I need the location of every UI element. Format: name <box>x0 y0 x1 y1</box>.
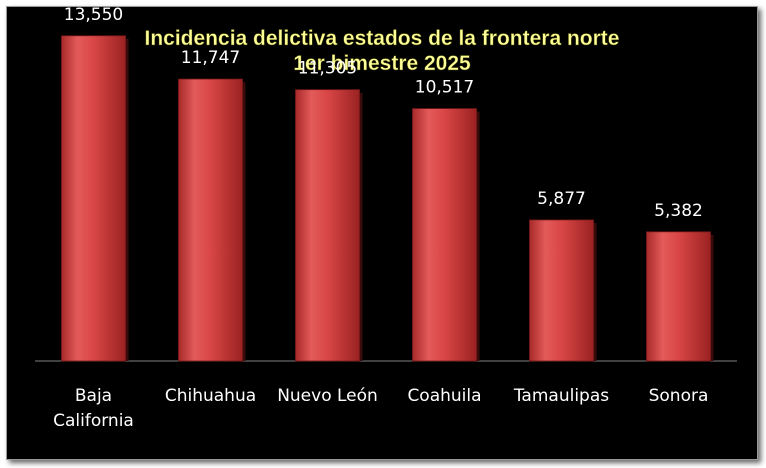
category-label: Baja <box>75 386 112 406</box>
value-label: 10,517 <box>415 78 474 98</box>
value-label: 13,550 <box>64 7 123 25</box>
bar <box>178 78 243 362</box>
bar <box>529 219 594 362</box>
value-label: 11,305 <box>298 59 357 79</box>
chart-title: Incidencia delictiva estados de la front… <box>145 27 620 50</box>
bar <box>646 231 711 362</box>
chart-frame: Incidencia delictiva estados de la front… <box>6 6 758 460</box>
category-label: Coahuila <box>407 386 481 406</box>
category-label: Nuevo León <box>277 386 378 406</box>
chart-subtitle: 1er bimestre 2025 <box>293 52 471 75</box>
value-label: 5,877 <box>537 189 586 209</box>
bar-chart: Incidencia delictiva estados de la front… <box>35 7 737 431</box>
bar <box>295 89 360 362</box>
value-label: 5,382 <box>654 201 703 221</box>
bar <box>61 35 126 362</box>
value-label: 11,747 <box>181 48 240 68</box>
bars-layer: 13,550 Baja California 11,747 Chihuahua 11,30… <box>53 7 714 431</box>
category-label: California <box>53 411 134 431</box>
category-label: Tamaulipas <box>513 386 609 406</box>
category-label: Chihuahua <box>165 386 256 406</box>
category-label: Sonora <box>649 386 709 406</box>
bar <box>412 108 477 362</box>
